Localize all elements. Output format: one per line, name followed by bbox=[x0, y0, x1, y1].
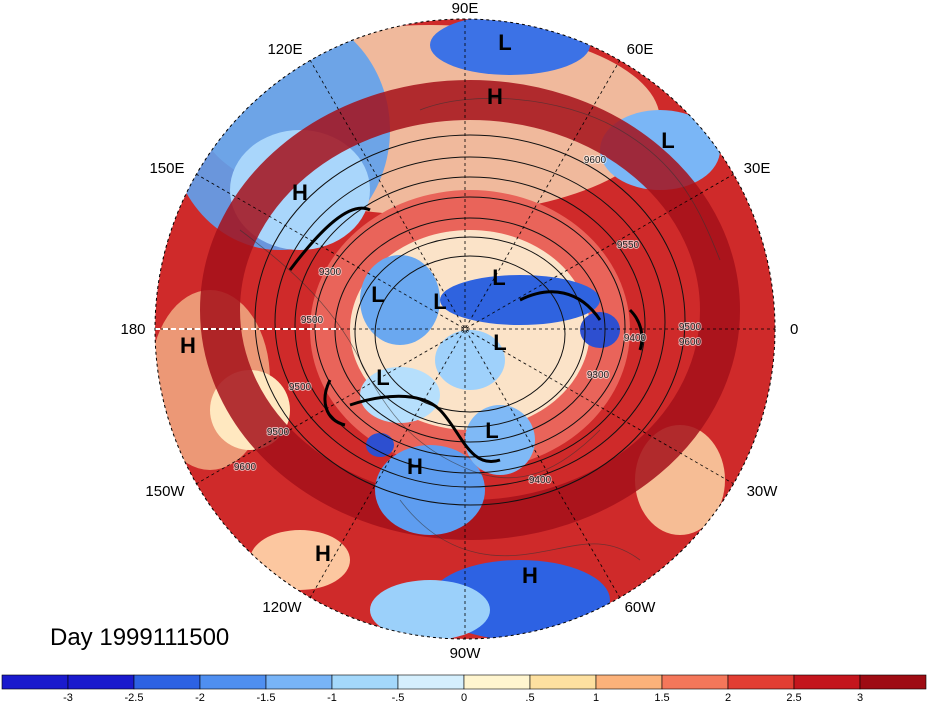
colorbar-tick-label: -1 bbox=[327, 692, 337, 702]
longitude-label: 150E bbox=[149, 160, 184, 177]
low-pressure-marker: L bbox=[376, 365, 389, 390]
colorbar-tick-label: 2.5 bbox=[786, 692, 801, 702]
contour-label: 9600 bbox=[584, 155, 607, 166]
colorbar-tick-label: 3 bbox=[857, 692, 863, 702]
map-border bbox=[154, 18, 776, 640]
low-pressure-marker: L bbox=[492, 265, 505, 290]
contour-labels: 9600 9550 9500 9400 9300 9300 9500 9500 9600 9400… bbox=[233, 154, 703, 487]
longitude-label: 30E bbox=[744, 160, 771, 177]
colorbar-tick-label: -3 bbox=[63, 692, 73, 702]
colorbar-swatch bbox=[727, 674, 795, 690]
colorbar-tick-label: -2.5 bbox=[125, 692, 144, 702]
low-pressure-marker: L bbox=[433, 289, 446, 314]
longitude-label: 60W bbox=[625, 599, 657, 616]
contour-label: 9400 bbox=[624, 333, 647, 344]
colorbar-tick-label: 1 bbox=[593, 692, 599, 702]
low-pressure-marker: L bbox=[661, 128, 674, 153]
pressure-system-markers: L H L H L L L L L L H H H H bbox=[180, 30, 675, 588]
colorbar-swatch bbox=[529, 674, 597, 690]
contour-label: 9500 bbox=[679, 322, 702, 333]
colorbar-tick-label: .5 bbox=[525, 692, 534, 702]
contour-label: 9600 bbox=[234, 462, 257, 473]
figure-title: Day 1999111500 bbox=[50, 624, 229, 651]
longitude-labels: 90E 60E 30E 0 30W 60W 90W 120W 150W 180 150E 120E bbox=[120, 0, 798, 662]
contour-label: 9300 bbox=[587, 370, 610, 381]
contour-label: 9500 bbox=[301, 315, 324, 326]
colorbar: -3 -2.5 -2 -1.5 -1 -.5 0 .5 1 1.5 2 2.5 3 bbox=[1, 674, 927, 702]
colorbar-tick-label: -2 bbox=[195, 692, 205, 702]
low-pressure-marker: L bbox=[371, 282, 384, 307]
longitude-label: 180 bbox=[120, 321, 145, 338]
high-pressure-marker: H bbox=[407, 454, 423, 479]
colorbar-tick-label: -.5 bbox=[392, 692, 405, 702]
longitude-label: 120W bbox=[262, 599, 302, 616]
contour-label: 9600 bbox=[679, 337, 702, 348]
longitude-label: 120E bbox=[267, 41, 302, 58]
colorbar-swatch bbox=[595, 674, 663, 690]
longitude-label: 30W bbox=[747, 483, 779, 500]
longitude-label: 90W bbox=[450, 645, 482, 662]
colorbar-swatch bbox=[265, 674, 333, 690]
contour-label: 9400 bbox=[529, 475, 552, 486]
colorbar-swatch bbox=[199, 674, 267, 690]
high-pressure-marker: H bbox=[522, 563, 538, 588]
colorbar-swatch bbox=[67, 674, 135, 690]
map-disc bbox=[155, 19, 775, 639]
contour-label: 9500 bbox=[267, 427, 290, 438]
high-pressure-marker: H bbox=[487, 84, 503, 109]
high-pressure-marker: H bbox=[315, 541, 331, 566]
colorbar-tick-label: 1.5 bbox=[654, 692, 669, 702]
longitude-label: 150W bbox=[145, 483, 185, 500]
colorbar-swatch bbox=[859, 674, 927, 690]
colorbar-tick-label: -1.5 bbox=[257, 692, 276, 702]
contour-label: 9550 bbox=[617, 240, 640, 251]
colorbar-swatch bbox=[397, 674, 465, 690]
high-pressure-marker: H bbox=[180, 333, 196, 358]
longitude-label: 90E bbox=[452, 0, 479, 17]
contour-label: 9500 bbox=[289, 382, 312, 393]
colorbar-swatch bbox=[331, 674, 399, 690]
colorbar-swatch bbox=[793, 674, 861, 690]
colorbar-swatch bbox=[463, 674, 531, 690]
colorbar-tick-label: 0 bbox=[461, 692, 467, 702]
longitude-label: 0 bbox=[790, 321, 798, 338]
colorbar-swatch bbox=[133, 674, 201, 690]
colorbar-swatch bbox=[661, 674, 729, 690]
contour-label: 9300 bbox=[319, 267, 342, 278]
high-pressure-marker: H bbox=[292, 180, 308, 205]
colorbar-swatch bbox=[1, 674, 69, 690]
low-pressure-marker: L bbox=[493, 330, 506, 355]
longitude-label: 60E bbox=[627, 41, 654, 58]
colorbar-tick-label: 2 bbox=[725, 692, 731, 702]
low-pressure-marker: L bbox=[498, 30, 511, 55]
low-pressure-marker: L bbox=[485, 418, 498, 443]
